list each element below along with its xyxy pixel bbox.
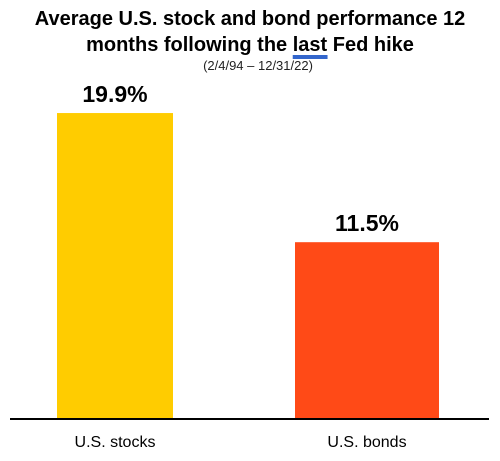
- title-emphasis-underline: [292, 55, 328, 59]
- bars-group: 19.9% U.S. stocks 11.5% U.S. bonds: [57, 81, 439, 451]
- chart-title-line2-post: Fed hike: [327, 34, 414, 56]
- chart-title-emphasis: last: [293, 34, 328, 56]
- value-label-us-bonds: 11.5%: [335, 210, 399, 236]
- chart-subtitle: (2/4/94 – 12/31/22): [203, 58, 313, 73]
- chart-title-line2-pre: months following the: [86, 34, 293, 56]
- chart-title-line2: months following the last Fed hike: [86, 34, 414, 56]
- chart-title-line1: Average U.S. stock and bond performance …: [35, 8, 466, 30]
- category-label-us-stocks: U.S. stocks: [75, 434, 156, 451]
- bar-us-bonds: [295, 242, 439, 419]
- category-label-us-bonds: U.S. bonds: [327, 434, 406, 451]
- bar-us-stocks: [57, 113, 173, 419]
- value-label-us-stocks: 19.9%: [82, 81, 147, 107]
